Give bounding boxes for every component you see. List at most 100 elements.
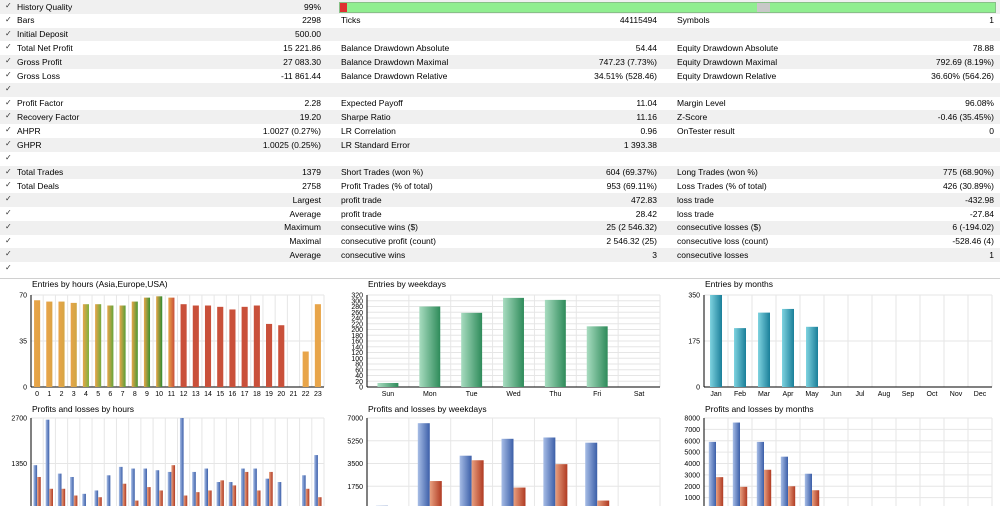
x-tick-label: Oct xyxy=(927,391,938,398)
row-toggle-check-icon[interactable]: ✓ xyxy=(5,180,12,190)
row-toggle-check-icon[interactable]: ✓ xyxy=(5,111,12,121)
row-toggle-check-icon[interactable]: ✓ xyxy=(5,235,12,245)
report-value-v2: 953 (69.11%) xyxy=(606,180,657,191)
profit-bar xyxy=(155,470,160,506)
report-value-v2: 747.23 (7.73%) xyxy=(598,56,657,67)
x-tick-label: Jan xyxy=(710,391,721,398)
profit-bar xyxy=(240,468,245,506)
report-value-v2: 44115494 xyxy=(619,15,657,26)
x-tick-label: Nov xyxy=(950,391,963,398)
entries-bar xyxy=(34,300,41,387)
x-tick-label: 19 xyxy=(265,391,273,398)
row-toggle-check-icon[interactable]: ✓ xyxy=(5,42,12,52)
x-tick-label: Wed xyxy=(506,391,520,398)
report-value-v1: 19.20 xyxy=(299,111,321,122)
report-label-l3: consecutive losses ($) xyxy=(677,222,762,233)
y-tick-label: 280 xyxy=(351,304,363,311)
history-quality-gap-segment xyxy=(757,3,771,12)
row-toggle-check-icon[interactable]: ✓ xyxy=(5,249,12,259)
profit-bar xyxy=(277,482,282,506)
report-row: ✓ Total Deals 2758 Profit Trades (% of tota… xyxy=(0,179,1000,193)
row-toggle-check-icon[interactable]: ✓ xyxy=(5,208,12,217)
entries-bar xyxy=(734,328,746,387)
profit-bar xyxy=(804,473,812,506)
row-toggle-check-icon[interactable]: ✓ xyxy=(5,125,12,135)
report-row: ✓ GHPR 1.0025 (0.25%) LR Standard Error 1 39… xyxy=(0,138,1000,152)
entries-bar xyxy=(377,382,399,387)
row-toggle-check-icon[interactable]: ✓ xyxy=(5,28,12,38)
report-label-l2: Balance Drawdown Maximal xyxy=(341,56,449,67)
report-label-l3: Equity Drawdown Absolute xyxy=(677,42,779,53)
row-toggle-check-icon[interactable]: ✓ xyxy=(5,221,12,231)
row-toggle-check-icon[interactable]: ✓ xyxy=(5,194,12,204)
row-toggle-check-icon[interactable]: ✓ xyxy=(5,14,12,24)
row-toggle-check-icon[interactable]: ✓ xyxy=(5,1,12,10)
profit-bar xyxy=(204,468,209,506)
entries-bar xyxy=(278,325,285,387)
chart-title: Profits and losses by months xyxy=(705,404,814,414)
chart-plot: 1750 3500 5250 7000 xyxy=(347,416,661,506)
profit-bar xyxy=(70,476,74,506)
entries-bar xyxy=(143,297,151,387)
row-toggle-check-icon[interactable]: ✓ xyxy=(5,70,12,79)
entries-bar xyxy=(156,296,163,387)
x-tick-label: Fri xyxy=(593,391,602,398)
report-value-v1: Largest xyxy=(292,194,321,205)
x-tick-label: 23 xyxy=(314,391,322,398)
report-label-l2: LR Standard Error xyxy=(341,139,410,150)
report-row: ✓ Largest profit trade 472.83 loss trade -432… xyxy=(0,193,1000,207)
row-toggle-check-icon[interactable]: ✓ xyxy=(5,56,12,66)
y-tick-label: 6000 xyxy=(684,438,700,445)
chart-title: Profits and losses by hours xyxy=(32,404,135,414)
y-tick-label: 0 xyxy=(23,385,27,392)
entries-bar xyxy=(503,297,524,387)
profit-bar xyxy=(131,468,135,506)
report-value-v3: 1 xyxy=(989,15,994,26)
loss-bar xyxy=(269,471,273,506)
row-toggle-check-icon[interactable]: ✓ xyxy=(5,97,12,107)
x-tick-label: Dec xyxy=(974,391,987,398)
x-tick-label: 14 xyxy=(204,391,212,398)
x-tick-label: Mar xyxy=(758,391,771,398)
x-tick-label: Jun xyxy=(830,391,841,398)
loss-bar xyxy=(134,500,139,506)
profit-bar xyxy=(94,490,99,506)
entries-bar xyxy=(461,312,483,387)
x-tick-label: 3 xyxy=(72,391,76,398)
row-toggle-check-icon[interactable]: ✓ xyxy=(5,139,12,148)
loss-bar xyxy=(208,490,212,506)
chart-plot: 0204060801001201401601802002202402602803… xyxy=(351,293,661,398)
profit-bar xyxy=(756,441,764,506)
report-label-l1: Initial Deposit xyxy=(17,29,69,40)
chart-title: Entries by hours (Asia,Europe,USA) xyxy=(32,279,168,289)
row-toggle-check-icon[interactable]: ✓ xyxy=(5,166,12,176)
entries-bar xyxy=(586,326,608,387)
report-row: ✓ xyxy=(0,152,1000,166)
loss-bar xyxy=(146,487,151,506)
report-label-l1: Total Deals xyxy=(17,180,60,191)
report-value-v3: 6 (-194.02) xyxy=(952,222,994,233)
report-value-v3: -27.84 xyxy=(969,208,994,219)
report-table: ✓ History Quality 99% ✓ Bars 2298 Ticks 4411549… xyxy=(0,0,1000,273)
x-tick-label: 5 xyxy=(96,391,100,398)
loss-bar xyxy=(256,490,261,506)
report-value-v1: 2758 xyxy=(302,180,321,191)
report-row: ✓ Bars 2298 Ticks 44115494 Symbols 1 xyxy=(0,14,1000,28)
x-tick-label: 8 xyxy=(133,391,137,398)
report-value-v2: 34.51% (528.46) xyxy=(594,70,657,81)
x-tick-label: Sep xyxy=(902,391,915,398)
loss-bar xyxy=(471,460,484,506)
report-label-l1: Recovery Factor xyxy=(17,111,80,122)
chart-profits-losses-by-months: 1000 2000 3000 4000 5000 6000 7000 8000 Profits… xyxy=(673,404,998,506)
y-tick-label: 350 xyxy=(688,293,700,300)
profit-bar xyxy=(302,475,306,506)
row-toggle-check-icon[interactable]: ✓ xyxy=(5,263,12,273)
row-toggle-check-icon[interactable]: ✓ xyxy=(5,83,12,93)
y-tick-label: 3500 xyxy=(347,461,363,468)
report-value-v1: Average xyxy=(289,249,321,260)
profit-bar xyxy=(459,455,472,506)
report-value-v3: 36.60% (564.26) xyxy=(931,70,994,81)
report-row: ✓ Total Net Profit 15 221.86 Balance Drawdo… xyxy=(0,41,1000,55)
row-toggle-check-icon[interactable]: ✓ xyxy=(5,152,12,162)
entries-bar xyxy=(70,302,77,387)
